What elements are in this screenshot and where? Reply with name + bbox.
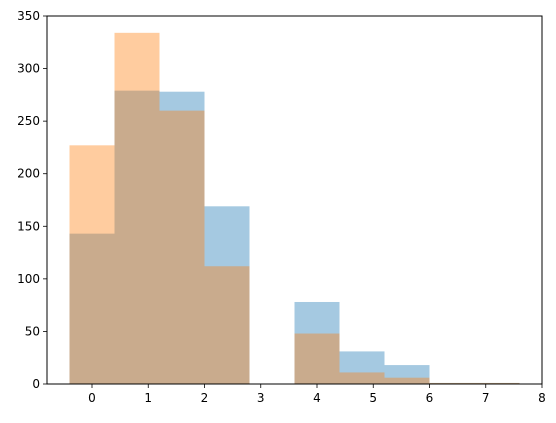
y-tick-label: 50 — [25, 324, 40, 338]
y-tick-label: 250 — [17, 114, 40, 128]
histogram-bar-series-1-bin-7 — [384, 365, 430, 384]
histogram-bar-series-2-bin-1 — [114, 32, 160, 385]
x-tick-label: 2 — [201, 391, 209, 405]
histogram-bar-series-2-bin-8 — [429, 382, 475, 384]
x-tick-label: 3 — [257, 391, 265, 405]
x-tick-label: 1 — [144, 391, 152, 405]
histogram-bar-series-1-bin-3 — [204, 206, 250, 384]
histogram-bar-series-1-bin-1 — [114, 90, 160, 384]
histogram-bar-series-2-bin-9 — [474, 382, 520, 384]
x-tick-label: 5 — [369, 391, 377, 405]
histogram-bar-series-2-bin-5 — [294, 333, 340, 384]
x-tick-label: 8 — [538, 391, 546, 405]
plot-frame — [46, 15, 543, 385]
histogram-bar-series-2-bin-7 — [384, 377, 430, 384]
histogram-bar-series-2-bin-3 — [204, 266, 250, 384]
bars-layer — [69, 32, 520, 385]
x-tick-label: 0 — [88, 391, 96, 405]
histogram-bar-series-1-bin-9 — [474, 382, 520, 384]
y-tick-label: 300 — [17, 62, 40, 76]
x-tick-label: 4 — [313, 391, 321, 405]
y-tick-label: 200 — [17, 167, 40, 181]
histogram-bar-series-2-bin-6 — [339, 372, 385, 384]
y-tick-label: 350 — [17, 9, 40, 23]
y-tick-label: 0 — [32, 377, 40, 391]
histogram-bar-series-2-bin-2 — [159, 110, 205, 384]
x-tick-label: 6 — [426, 391, 434, 405]
histogram-bar-series-1-bin-5 — [294, 301, 340, 384]
histogram-bar-series-1-bin-6 — [339, 351, 385, 384]
histogram-bar-series-1-bin-2 — [159, 91, 205, 385]
histogram-bar-series-1-bin-0 — [69, 233, 115, 384]
histogram-bar-series-1-bin-8 — [429, 382, 475, 384]
histogram-bar-series-2-bin-0 — [69, 145, 115, 384]
ticks-layer: 0 1 2 3 4 5 6 7 8 0 50 100 150 200 250 300 350 — [17, 9, 546, 405]
y-tick-label: 150 — [17, 219, 40, 233]
x-tick-label: 7 — [482, 391, 490, 405]
y-tick-label: 100 — [17, 272, 40, 286]
